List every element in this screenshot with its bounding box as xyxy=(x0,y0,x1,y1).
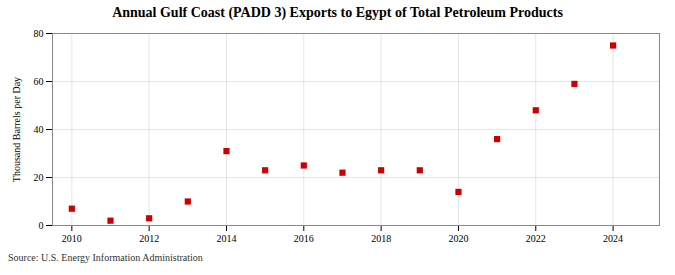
svg-text:Thousand Barrels per Day: Thousand Barrels per Day xyxy=(11,77,22,182)
html-text:Annual Gulf Coast (PADD 3) Exp: Annual Gulf Coast (PADD 3) Exports to Eg… xyxy=(112,5,563,20)
svg-text:0: 0 xyxy=(39,220,44,231)
svg-text:2018: 2018 xyxy=(371,233,391,244)
svg-text:2014: 2014 xyxy=(216,233,236,244)
svg-text:60: 60 xyxy=(34,76,44,87)
svg-text:2024: 2024 xyxy=(603,233,623,244)
svg-text:2020: 2020 xyxy=(448,233,468,244)
svg-text:2012: 2012 xyxy=(139,233,159,244)
svg-text:20: 20 xyxy=(34,172,44,183)
svg-text:2016: 2016 xyxy=(294,233,314,244)
svg-text:2022: 2022 xyxy=(526,233,546,244)
svg-text:40: 40 xyxy=(34,124,44,135)
html-text:Source: U.S. Energy Informatio: Source: U.S. Energy Information Administ… xyxy=(8,252,203,263)
svg-text:2010: 2010 xyxy=(62,233,82,244)
svg-text:80: 80 xyxy=(34,28,44,39)
